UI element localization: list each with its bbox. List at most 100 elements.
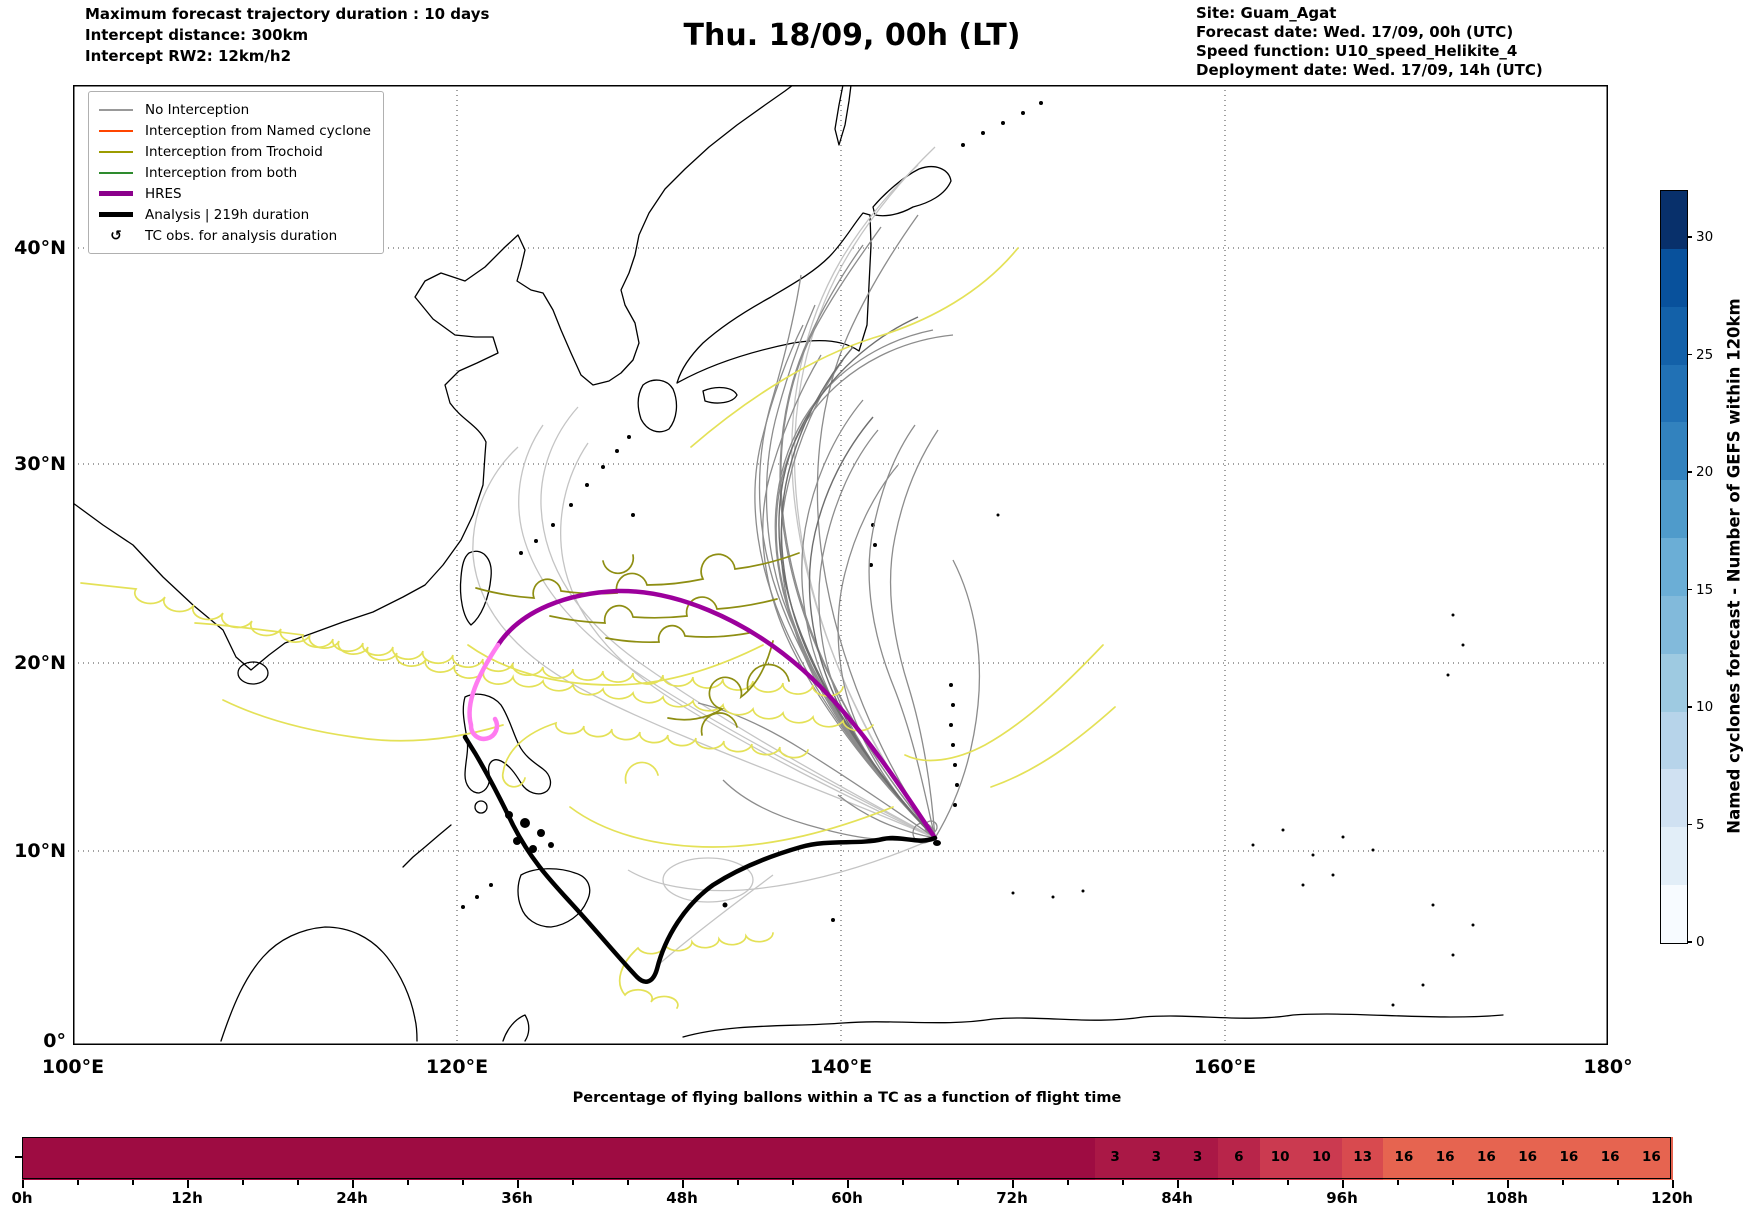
x-tick-label: 160°E: [1193, 1056, 1257, 1078]
legend-label: Interception from Named cyclone: [145, 122, 371, 139]
strip-bin-value: 16: [1435, 1149, 1455, 1165]
strip-tick-label: 120h: [1651, 1189, 1693, 1207]
strip-tick-label: 60h: [831, 1189, 863, 1207]
colorbar-segment: [1661, 827, 1687, 886]
strip-bin: [1383, 1137, 1426, 1180]
strip-tick-mark: [1067, 1180, 1069, 1185]
legend-item: Interception from Named cyclone: [99, 120, 371, 141]
legend-label: TC obs. for analysis duration: [145, 227, 338, 244]
strip-tick-mark: [462, 1180, 464, 1185]
strip-tick-mark: [517, 1180, 519, 1188]
colorbar-tick-label: 20: [1696, 464, 1714, 480]
strip-tick-mark: [1287, 1180, 1289, 1185]
strip-bin: [22, 1137, 64, 1180]
colorbar-tick-label: 0: [1696, 934, 1705, 950]
header-info-left: Maximum forecast trajectory duration : 1…: [85, 4, 489, 67]
colorbar-tick: [1687, 353, 1692, 356]
coastlines: [72, 84, 1504, 1042]
x-tick-label: 140°E: [809, 1056, 873, 1078]
colorbar-tick: [1687, 236, 1692, 238]
strip-bin-value: 16: [1476, 1149, 1496, 1165]
page-title: Thu. 18/09, 00h (LT): [683, 18, 1021, 53]
strip-bin: [269, 1137, 312, 1180]
strip-tick-mark: [1012, 1180, 1014, 1188]
strip-tick-mark: [682, 1180, 684, 1188]
strip-bin: [1507, 1137, 1549, 1180]
colorbar-segment: [1661, 711, 1687, 770]
strip-bin: [228, 1137, 271, 1180]
strip-tick-label: 96h: [1326, 1189, 1358, 1207]
strip-tick-mark: [902, 1180, 904, 1185]
strip-tick-mark: [737, 1180, 739, 1185]
legend-line-swatch: [99, 150, 133, 153]
strip-tick-mark: [1617, 1180, 1619, 1185]
trochoid-tracks-olive: [475, 552, 800, 736]
legend-line-swatch: [99, 191, 133, 196]
colorbar-segment: [1661, 364, 1687, 423]
strip-bin: [929, 1137, 972, 1180]
strip-bin: [599, 1137, 642, 1180]
strip-bin: [1342, 1137, 1384, 1180]
strip-bin: [475, 1137, 518, 1180]
max-duration-text: Maximum forecast trajectory duration : 1…: [85, 5, 490, 23]
legend-item: Interception from Trochoid: [99, 141, 371, 162]
analysis-track: [462, 734, 938, 984]
colorbar-tick: [1687, 588, 1692, 591]
strip-tick-mark: [1452, 1180, 1454, 1185]
map-legend: No Interception Interception from Named c…: [88, 91, 384, 254]
intercept-rw2-text: Intercept RW2: 12km/h2: [85, 47, 292, 65]
colorbar-segment: [1661, 653, 1687, 712]
strip-bin: [310, 1137, 353, 1180]
legend-label: Interception from both: [145, 164, 298, 181]
legend-label: Interception from Trochoid: [145, 143, 323, 160]
strip-bin: [805, 1137, 848, 1180]
legend-line-swatch: [99, 212, 133, 217]
colorbar-segment: [1661, 595, 1687, 654]
strip-bin: [1135, 1137, 1178, 1180]
legend-label: Analysis | 219h duration: [145, 206, 310, 223]
colorbar-label: Named cyclones forecast - Number of GEFS…: [1724, 298, 1744, 834]
strip-tick-mark: [1672, 1180, 1674, 1188]
strip-tick-label: 36h: [501, 1189, 533, 1207]
colorbar-segment: [1661, 422, 1687, 481]
legend-item: HRES: [99, 183, 371, 204]
strip-bin: [1465, 1137, 1508, 1180]
strip-tick-mark: [187, 1180, 189, 1188]
strip-tick-mark: [297, 1180, 299, 1185]
colorbar: [1660, 190, 1688, 944]
strip-bin: [764, 1137, 807, 1180]
strip-y-tick: [15, 1156, 22, 1158]
strip-tick-mark: [1232, 1180, 1234, 1185]
strip-bin-value: 3: [1151, 1149, 1162, 1165]
legend-line-swatch: [99, 108, 133, 111]
ensemble-tracks-light: [472, 146, 936, 966]
strip-title: Percentage of flying ballons within a TC…: [572, 1090, 1122, 1106]
strip-bin: [1630, 1137, 1673, 1180]
map-canvas: [72, 84, 1608, 1045]
strip-tick-label: 72h: [996, 1189, 1028, 1207]
strip-bin: [888, 1137, 931, 1180]
strip-tick-label: 48h: [666, 1189, 698, 1207]
strip-tick-label: 108h: [1486, 1189, 1528, 1207]
strip-tick-mark: [1177, 1180, 1179, 1188]
strip-bin-value: 16: [1600, 1149, 1620, 1165]
forecast-date-text: Forecast date: Wed. 17/09, 00h (UTC): [1196, 23, 1514, 41]
strip-tick-mark: [792, 1180, 794, 1185]
strip-tick-mark: [1342, 1180, 1344, 1188]
colorbar-tick-label: 5: [1696, 816, 1705, 833]
strip-bin: [1053, 1137, 1096, 1180]
colorbar-segment: [1661, 885, 1687, 943]
colorbar-tick-label: 30: [1696, 229, 1714, 245]
strip-tick-mark: [352, 1180, 354, 1188]
strip-bin: [558, 1137, 601, 1180]
speed-function-text: Speed function: U10_speed_Helikite_4: [1196, 42, 1518, 60]
colorbar-tick-label: 10: [1696, 699, 1714, 715]
colorbar-segment: [1661, 191, 1687, 249]
strip-bin-value: 10: [1270, 1149, 1290, 1165]
strip-bin: [104, 1137, 147, 1180]
strip-tick-mark: [572, 1180, 574, 1185]
legend-line-swatch: [99, 129, 133, 132]
strip-tick-mark: [22, 1180, 24, 1188]
map-frame: [73, 85, 1608, 1045]
